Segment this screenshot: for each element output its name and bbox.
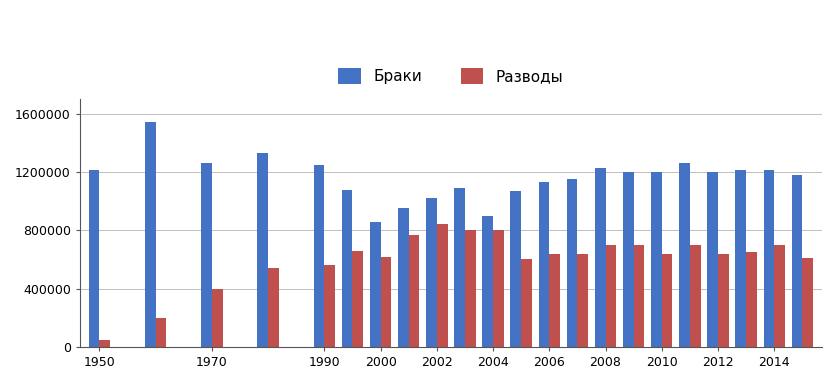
Bar <box>510 191 521 347</box>
Bar <box>717 253 728 347</box>
Bar <box>678 163 689 347</box>
Bar <box>538 182 548 347</box>
Bar <box>426 198 436 347</box>
Bar <box>745 252 756 347</box>
Bar <box>324 265 334 347</box>
Bar <box>145 122 155 347</box>
Bar <box>548 253 559 347</box>
Bar <box>464 230 475 347</box>
Bar <box>791 175 802 347</box>
Bar <box>370 222 380 347</box>
Bar <box>633 245 644 347</box>
Bar <box>268 268 278 347</box>
Bar <box>380 257 390 347</box>
Bar <box>650 172 661 347</box>
Bar <box>212 289 222 347</box>
Bar <box>604 245 615 347</box>
Bar <box>201 163 212 347</box>
Bar <box>735 170 745 347</box>
Bar <box>577 253 588 347</box>
Bar <box>802 258 812 347</box>
Bar <box>398 209 408 347</box>
Bar <box>521 260 531 347</box>
Bar <box>99 340 110 347</box>
Bar <box>408 235 419 347</box>
Bar <box>762 170 773 347</box>
Bar <box>482 216 492 347</box>
Bar <box>566 179 577 347</box>
Bar <box>773 245 784 347</box>
Bar <box>89 170 99 347</box>
Bar <box>352 251 363 347</box>
Legend: Браки, Разводы: Браки, Разводы <box>332 62 568 90</box>
Bar <box>155 318 166 347</box>
Bar <box>594 167 604 347</box>
Bar <box>341 190 352 347</box>
Bar <box>257 153 268 347</box>
Bar <box>492 230 503 347</box>
Bar <box>706 172 717 347</box>
Bar <box>314 165 324 347</box>
Bar <box>436 224 447 347</box>
Bar <box>622 172 633 347</box>
Bar <box>661 253 671 347</box>
Bar <box>689 245 700 347</box>
Bar <box>454 188 464 347</box>
